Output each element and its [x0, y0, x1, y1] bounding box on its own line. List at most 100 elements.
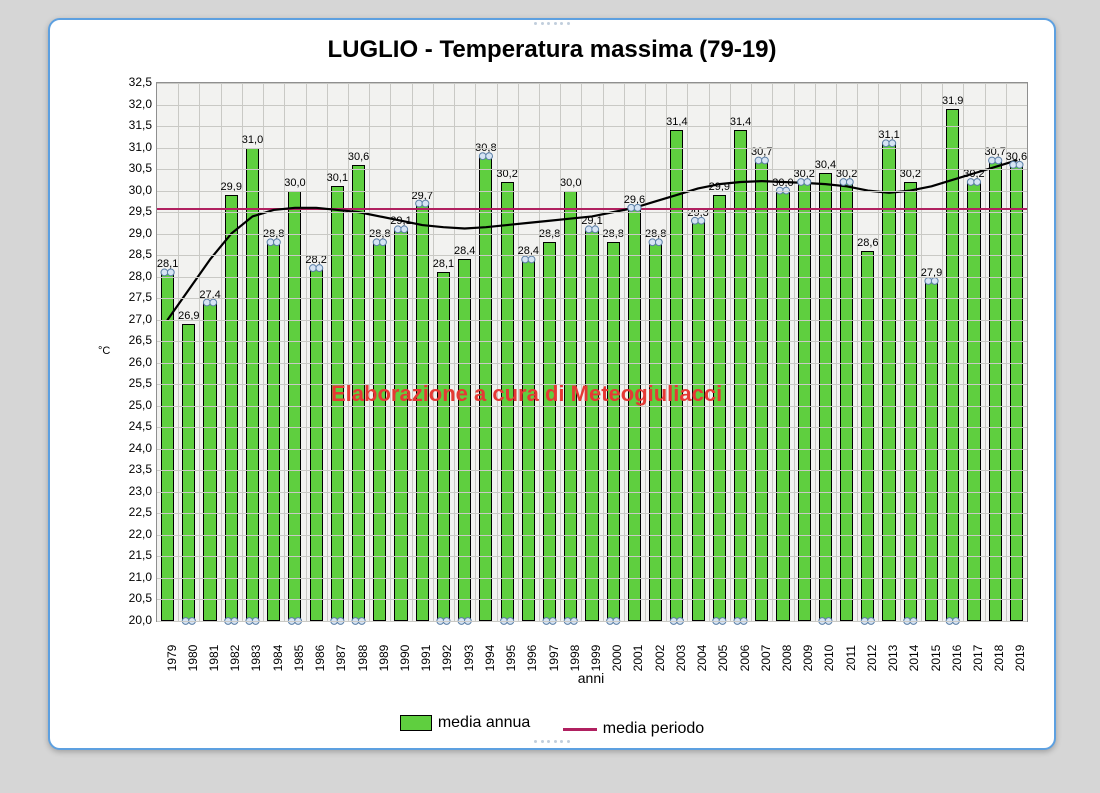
data-marker	[755, 157, 762, 164]
data-marker	[882, 140, 889, 147]
data-marker	[889, 140, 896, 147]
x-tick-label: 1987	[334, 645, 348, 672]
bar	[310, 268, 323, 621]
y-tick-label: 20,0	[116, 613, 152, 627]
data-marker	[203, 299, 210, 306]
x-tick-label: 1994	[483, 645, 497, 672]
x-tick-label: 2012	[865, 645, 879, 672]
x-tick-label: 2017	[971, 645, 985, 672]
x-tick-label: 1985	[292, 645, 306, 672]
bar	[861, 251, 874, 621]
y-tick-label: 21,5	[116, 548, 152, 562]
data-marker	[974, 179, 981, 186]
bar	[458, 259, 471, 621]
data-marker	[840, 179, 847, 186]
bar-value-label: 28,1	[157, 258, 178, 270]
x-tick-label: 2014	[907, 645, 921, 672]
y-tick-label: 26,0	[116, 355, 152, 369]
gridline	[157, 599, 1027, 600]
x-tick-label: 1998	[568, 645, 582, 672]
bar-value-label: 28,6	[857, 237, 878, 249]
data-marker	[316, 265, 323, 272]
x-axis: anni 19791980198119821983198419851986198…	[156, 620, 1026, 690]
bar-value-label: 30,6	[348, 151, 369, 163]
bar-value-label: 28,1	[433, 258, 454, 270]
data-marker	[380, 239, 387, 246]
gridline	[157, 105, 1027, 106]
x-tick-label: 2008	[780, 645, 794, 672]
x-tick-label: 1990	[398, 645, 412, 672]
data-marker	[479, 153, 486, 160]
drag-handle-bottom	[534, 740, 570, 746]
gridline	[157, 320, 1027, 321]
x-tick-label: 1989	[377, 645, 391, 672]
x-tick-label: 2015	[929, 645, 943, 672]
bar	[755, 160, 768, 621]
data-marker	[989, 157, 996, 164]
gridline	[157, 578, 1027, 579]
data-marker	[592, 226, 599, 233]
data-marker	[967, 179, 974, 186]
gridline	[157, 556, 1027, 557]
x-tick-label: 1981	[207, 645, 221, 672]
legend-swatch-bar	[400, 715, 432, 731]
x-tick-label: 1993	[462, 645, 476, 672]
data-marker	[528, 256, 535, 263]
x-tick-label: 1984	[271, 645, 285, 672]
media-periodo-line	[157, 208, 1027, 210]
data-marker	[762, 157, 769, 164]
y-axis-label: °C	[98, 345, 110, 357]
bar	[161, 272, 174, 621]
bar	[394, 229, 407, 621]
bar	[628, 208, 641, 621]
data-marker	[585, 226, 592, 233]
y-tick-label: 20,5	[116, 591, 152, 605]
data-marker	[310, 265, 317, 272]
bar	[203, 303, 216, 621]
bar	[989, 160, 1002, 621]
bar	[967, 182, 980, 621]
overlay-svg	[157, 83, 1027, 621]
gridline	[157, 191, 1027, 192]
bar-value-label: 30,6	[1006, 151, 1027, 163]
gridline	[157, 169, 1027, 170]
y-tick-label: 28,5	[116, 247, 152, 261]
gridline	[157, 212, 1027, 213]
data-marker	[167, 269, 174, 276]
bar	[819, 173, 832, 621]
drag-handle-top	[534, 22, 570, 28]
x-tick-label: 2013	[886, 645, 900, 672]
bar	[946, 109, 959, 621]
x-tick-label: 1983	[249, 645, 263, 672]
y-tick-label: 25,5	[116, 376, 152, 390]
gridline	[157, 427, 1027, 428]
data-marker	[161, 269, 168, 276]
y-tick-label: 32,0	[116, 97, 152, 111]
gridline	[157, 384, 1027, 385]
gridline	[157, 449, 1027, 450]
gridline	[157, 148, 1027, 149]
gridline	[157, 406, 1027, 407]
legend-label-media-periodo: media periodo	[603, 720, 704, 738]
x-tick-label: 1982	[228, 645, 242, 672]
x-tick-label: 2018	[992, 645, 1006, 672]
gridline	[157, 234, 1027, 235]
x-tick-label: 2009	[801, 645, 815, 672]
gridline	[157, 363, 1027, 364]
x-tick-label: 1995	[504, 645, 518, 672]
x-tick-label: 1999	[589, 645, 603, 672]
data-marker	[522, 256, 529, 263]
y-tick-label: 28,0	[116, 269, 152, 283]
y-tick-label: 31,0	[116, 140, 152, 154]
data-marker	[267, 239, 274, 246]
legend: media annua media periodo	[50, 714, 1054, 739]
bar-value-label: 30,0	[560, 177, 581, 189]
data-marker	[422, 200, 429, 207]
x-tick-label: 2000	[610, 645, 624, 672]
data-marker	[274, 239, 281, 246]
x-tick-label: 1980	[186, 645, 200, 672]
bar	[585, 229, 598, 621]
bar-value-label: 30,0	[772, 177, 793, 189]
x-tick-label: 2005	[716, 645, 730, 672]
bar-value-label: 31,0	[242, 134, 263, 146]
